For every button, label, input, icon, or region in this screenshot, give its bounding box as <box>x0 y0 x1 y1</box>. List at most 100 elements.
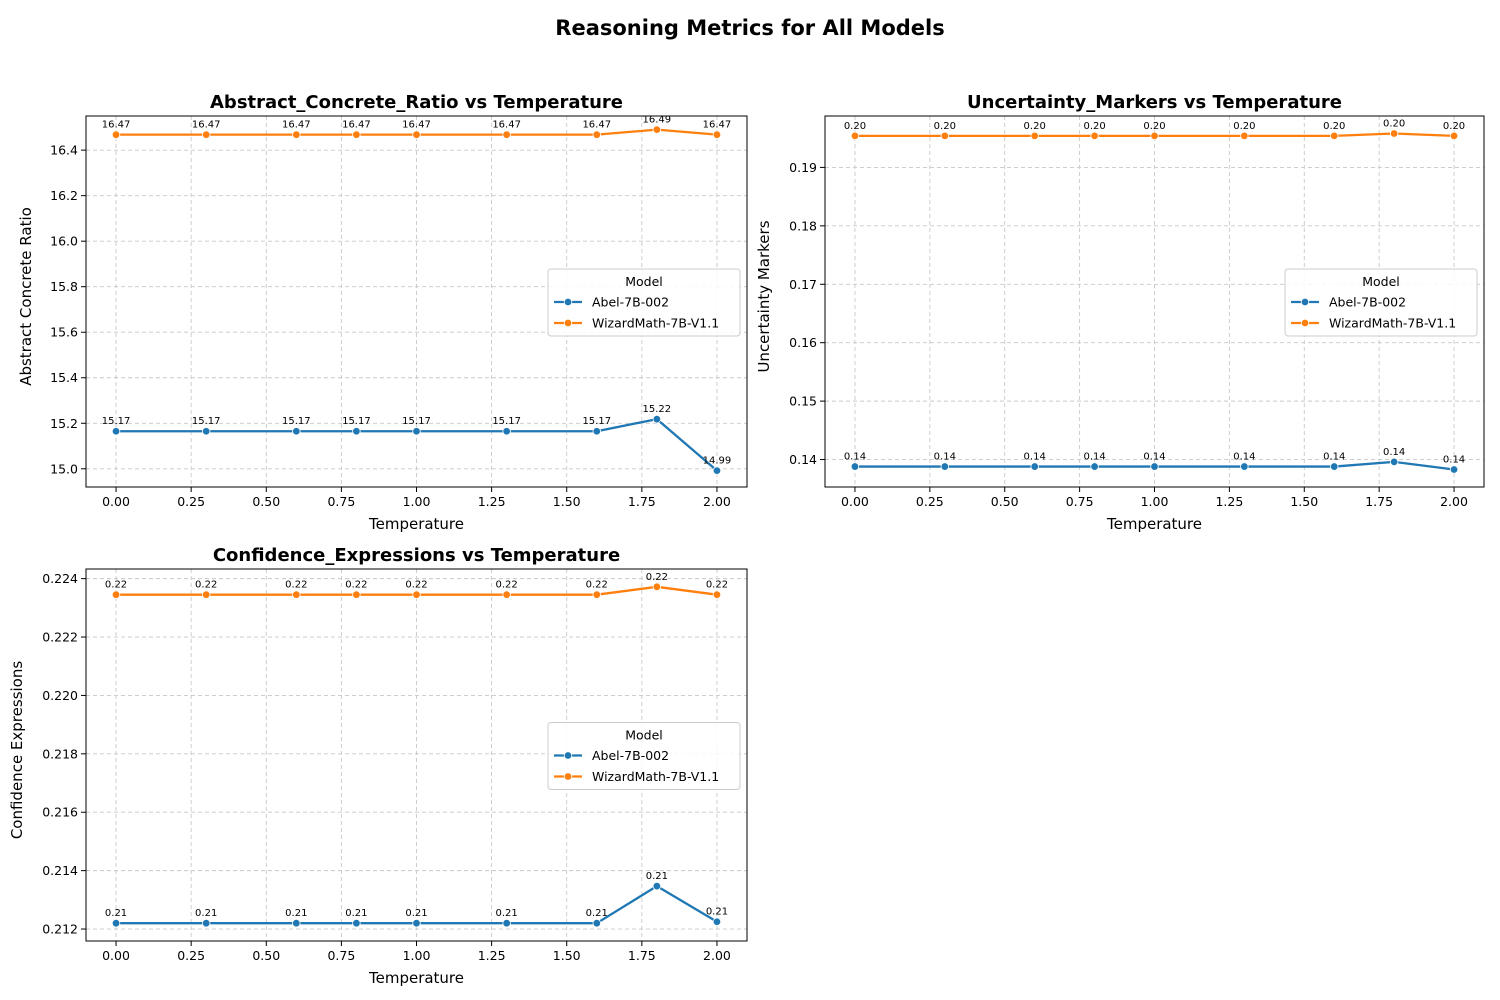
legend-swatch-marker <box>1300 297 1310 307</box>
data-label: 0.22 <box>405 580 427 591</box>
data-point <box>592 130 601 139</box>
data-point <box>502 590 511 599</box>
data-label: 0.22 <box>706 580 728 591</box>
legend: Model Abel-7B-002 WizardMath-7B-V1.1 <box>547 268 741 337</box>
x-tick-label: 1.00 <box>403 948 431 963</box>
x-tick-label: 0.75 <box>327 948 355 963</box>
data-point <box>412 130 421 139</box>
legend-entry: Abel-7B-002 <box>592 748 669 763</box>
data-label: 0.21 <box>496 908 518 919</box>
data-label: 0.22 <box>105 580 127 591</box>
data-point <box>292 590 301 599</box>
data-label: 16.49 <box>643 115 672 126</box>
figure-title: Reasoning Metrics for All Models <box>555 16 945 40</box>
legend-title: Model <box>625 728 663 743</box>
y-axis-label: Confidence Expressions <box>8 661 26 840</box>
x-tick-label: 0.75 <box>1066 494 1094 509</box>
data-label: 0.14 <box>1143 452 1165 463</box>
data-label: 15.17 <box>582 416 611 427</box>
data-point <box>592 918 601 928</box>
data-point <box>412 590 421 599</box>
data-point <box>201 130 211 139</box>
x-tick-label: 1.75 <box>628 494 656 509</box>
plot-frame <box>85 115 748 488</box>
x-axis-label: Temperature <box>1106 515 1202 533</box>
data-point <box>1240 462 1249 471</box>
data-label: 0.20 <box>1383 119 1405 130</box>
data-point <box>1330 462 1339 471</box>
data-label: 15.17 <box>492 416 521 427</box>
legend-swatch-marker <box>563 772 573 781</box>
data-label: 0.22 <box>496 580 518 591</box>
y-tick-label: 0.19 <box>789 160 817 175</box>
x-tick-label: 0.25 <box>916 494 944 509</box>
data-point <box>111 918 121 928</box>
data-label: 15.17 <box>342 416 371 427</box>
chart-confidence-expressions: 0.00 0.25 0.50 0.75 1.00 1.25 1.50 1.75 2.00 0.21… <box>8 545 748 987</box>
x-tick-label: 1.50 <box>553 494 581 509</box>
legend-entry: WizardMath-7B-V1.1 <box>1329 316 1456 331</box>
data-point <box>1240 131 1249 141</box>
data-label: 0.21 <box>706 907 728 918</box>
legend-entry: WizardMath-7B-V1.1 <box>592 316 719 331</box>
y-tick-label: 15.2 <box>50 416 78 431</box>
data-point <box>592 427 601 436</box>
data-label: 0.22 <box>646 572 668 583</box>
data-point <box>1090 131 1099 141</box>
data-label: 0.20 <box>1083 121 1105 132</box>
data-label: 0.21 <box>586 908 608 919</box>
legend-swatch-marker <box>1300 318 1310 328</box>
data-point <box>1449 465 1459 474</box>
data-label: 16.47 <box>192 120 221 131</box>
data-point <box>352 918 361 928</box>
data-point <box>712 466 722 475</box>
data-point <box>1389 457 1399 467</box>
data-label: 16.47 <box>282 120 311 131</box>
x-tick-label: 0.25 <box>177 948 205 963</box>
data-label: 0.21 <box>105 908 127 919</box>
data-label: 0.14 <box>934 452 956 463</box>
data-point <box>712 590 722 599</box>
x-tick-label: 2.00 <box>703 948 731 963</box>
x-axis-label: Temperature <box>368 969 464 987</box>
data-point <box>1090 462 1099 471</box>
data-label: 0.21 <box>405 908 427 919</box>
data-label: 0.20 <box>844 121 866 132</box>
x-tick-label: 2.00 <box>1440 494 1468 509</box>
y-tick-label: 0.18 <box>789 218 817 233</box>
x-tick-label: 1.25 <box>478 948 506 963</box>
data-point <box>412 918 421 928</box>
data-label: 16.47 <box>402 120 431 131</box>
data-label: 0.21 <box>345 908 367 919</box>
y-tick-label: 16.4 <box>50 143 78 158</box>
data-label: 16.47 <box>492 120 521 131</box>
data-point <box>712 917 722 926</box>
data-label: 15.17 <box>102 416 131 427</box>
y-tick-label: 0.222 <box>42 630 78 645</box>
data-label: 16.47 <box>582 120 611 131</box>
legend-box <box>1284 268 1478 337</box>
x-tick-label: 1.75 <box>1365 494 1393 509</box>
chart-uncertainty-markers: 0.00 0.25 0.50 0.75 1.00 1.25 1.50 1.75 2.00 0.14… <box>755 92 1485 533</box>
data-label: 0.22 <box>345 580 367 591</box>
data-label: 0.14 <box>1083 452 1105 463</box>
x-tick-label: 2.00 <box>703 494 731 509</box>
legend-title: Model <box>1362 274 1400 289</box>
data-point <box>111 590 121 599</box>
legend: Model Abel-7B-002 WizardMath-7B-V1.1 <box>1284 268 1478 337</box>
data-point <box>652 414 662 424</box>
x-tick-label: 0.50 <box>991 494 1019 509</box>
y-tick-label: 15.6 <box>50 325 78 340</box>
data-label: 0.14 <box>844 452 866 463</box>
y-tick-label: 0.220 <box>42 688 78 703</box>
y-tick-label: 15.8 <box>50 279 78 294</box>
plot-frame <box>85 568 748 942</box>
data-label: 14.99 <box>703 456 732 467</box>
legend: Model Abel-7B-002 WizardMath-7B-V1.1 <box>547 722 741 790</box>
x-tick-label: 1.50 <box>1290 494 1318 509</box>
data-label: 0.14 <box>1383 447 1405 458</box>
data-point <box>1389 129 1399 138</box>
data-point <box>502 130 511 139</box>
data-point <box>292 130 301 139</box>
